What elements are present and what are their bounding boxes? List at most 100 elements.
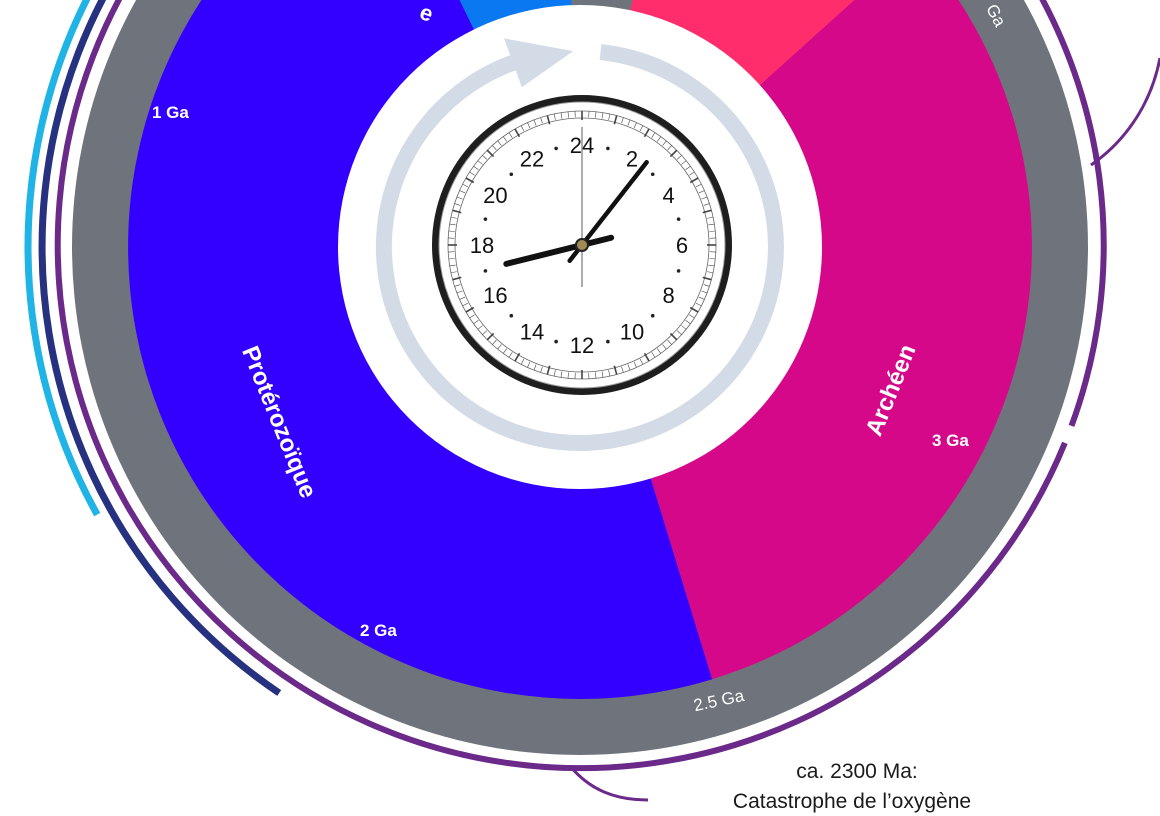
clock-tick — [486, 332, 495, 341]
clock-tick — [681, 325, 687, 330]
clock-tick — [454, 203, 461, 206]
clock-tick — [701, 196, 708, 200]
clock-tick — [502, 348, 508, 354]
clock-tick — [667, 339, 672, 345]
cycle-arrow-head — [504, 38, 574, 88]
clock-dot — [650, 313, 655, 318]
clock-tick — [695, 183, 702, 188]
clock-number: 22 — [520, 146, 544, 171]
clock-tick — [459, 296, 466, 300]
clock-minute-ticks — [448, 111, 716, 379]
clock-tick — [508, 352, 513, 358]
clock-tick — [621, 366, 624, 373]
clock-tick — [639, 125, 644, 132]
clock-tick — [676, 155, 682, 160]
clock-tick — [613, 115, 618, 125]
clock-dot — [554, 339, 558, 344]
clock-dot — [676, 269, 681, 273]
clock-tick — [527, 122, 531, 129]
clock-tick — [633, 361, 637, 368]
clock-dot — [483, 269, 488, 273]
clock-tick — [681, 160, 687, 165]
clock-tick — [567, 111, 569, 118]
clock-tick — [707, 271, 714, 274]
clock-tick — [452, 276, 462, 281]
clock-tick — [454, 284, 461, 287]
clock-tick — [465, 306, 475, 313]
clock-tick — [497, 344, 502, 350]
clock-tick — [450, 216, 457, 219]
clock-tick — [656, 348, 662, 354]
clock-number: 12 — [570, 333, 594, 358]
clock-tick — [514, 128, 521, 138]
clock-tick — [708, 264, 715, 267]
clock-number: 20 — [483, 183, 507, 208]
clock-dot — [554, 146, 558, 151]
clock-dot — [483, 217, 488, 221]
clock-tick — [669, 332, 678, 341]
clock-tick — [707, 216, 714, 219]
clock-dot — [606, 339, 610, 344]
clock-tick — [482, 155, 488, 160]
clock-tick — [533, 364, 537, 371]
clock-tick — [527, 361, 531, 368]
clock-tick — [567, 372, 569, 379]
clock-dot — [650, 172, 655, 177]
clock-number: 16 — [483, 283, 507, 308]
clock-tick — [608, 370, 611, 377]
clock-number: 4 — [662, 183, 674, 208]
clock-tick — [469, 314, 475, 319]
clock-tick — [651, 132, 656, 138]
clock-tick — [676, 330, 682, 335]
clock-tick — [477, 325, 483, 330]
clock-tick — [486, 149, 495, 158]
purple-callout-line-right — [1090, 57, 1160, 167]
clock-dot — [606, 146, 610, 151]
clock-tick — [639, 358, 644, 365]
clock-tick — [492, 339, 497, 345]
clock-tick — [669, 149, 678, 158]
clock-dot — [676, 217, 681, 221]
clock-tick — [553, 113, 556, 120]
clock-tick — [449, 264, 456, 267]
clock-tick — [643, 352, 650, 362]
clock-tick — [540, 366, 543, 373]
clock-tick — [452, 209, 462, 214]
clock-tick — [520, 358, 525, 365]
clock-dot — [509, 313, 514, 318]
clock-tick — [482, 330, 488, 335]
clock-tick — [702, 276, 712, 281]
clock-tick — [450, 271, 457, 274]
clock-tick — [601, 112, 604, 119]
clock-tick — [560, 371, 563, 378]
clock-tick — [695, 302, 702, 307]
clock-tick — [533, 119, 537, 126]
clock-tick — [608, 113, 611, 120]
clock-tick — [621, 117, 624, 124]
clock-tick — [473, 319, 479, 325]
clock-tick — [595, 111, 597, 118]
clock-number: 14 — [520, 320, 544, 345]
clock-tick — [502, 136, 508, 142]
tick-label-2ga: 2 Ga — [360, 621, 397, 640]
clock-tick — [546, 365, 551, 375]
clock-tick — [546, 115, 551, 125]
clock-tick — [462, 183, 469, 188]
clock-tick — [656, 136, 662, 142]
clock-half-hour-dots — [483, 146, 681, 344]
clock-tick — [540, 117, 543, 124]
clock-tick — [459, 190, 466, 194]
clock-tick — [508, 132, 513, 138]
clock-tick — [492, 145, 497, 151]
cyan-arc — [24, 0, 101, 517]
clock-tick — [643, 128, 650, 138]
clock-tick — [662, 344, 667, 350]
clock-tick — [601, 371, 604, 378]
clock-tick — [473, 165, 479, 171]
clock-dot — [509, 172, 514, 177]
clock-tick — [689, 171, 695, 176]
clock-tick — [667, 145, 672, 151]
